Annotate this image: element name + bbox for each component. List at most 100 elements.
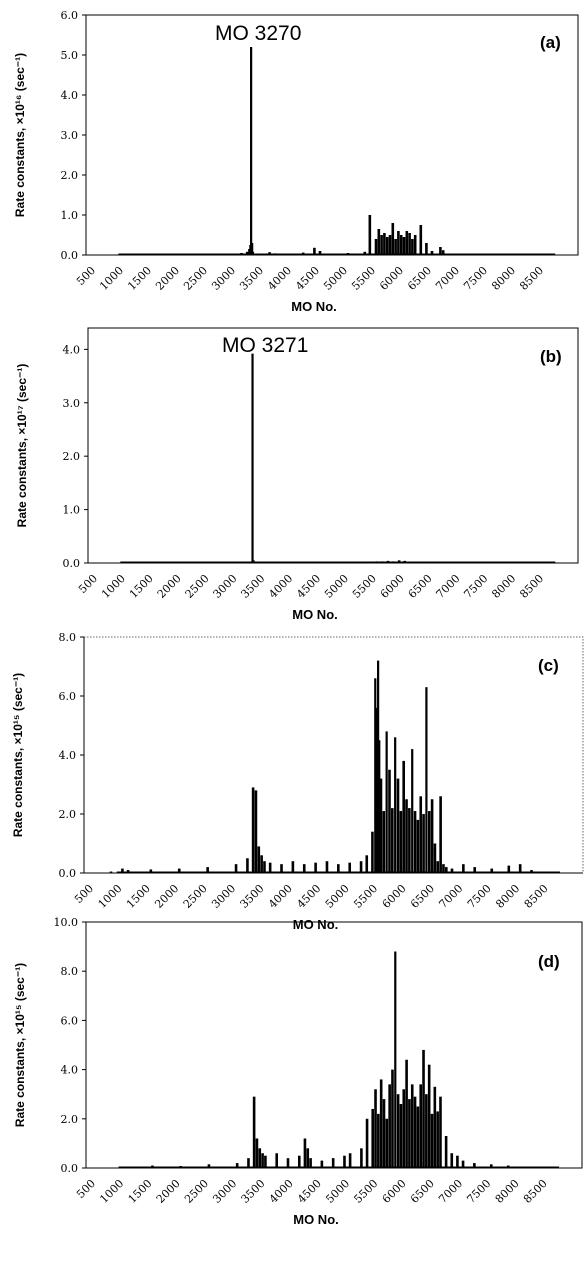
x-tick-label: 4000 <box>266 882 295 911</box>
bar <box>252 1096 256 1168</box>
bar <box>399 1104 403 1168</box>
bar <box>246 858 249 873</box>
x-tick-label: 5000 <box>322 572 351 601</box>
bar <box>207 1164 211 1168</box>
bar <box>286 1158 290 1168</box>
bar <box>371 831 374 873</box>
panel-label: (d) <box>538 952 560 971</box>
bar <box>441 250 445 255</box>
x-tick-label: 2000 <box>154 1177 183 1206</box>
bar <box>436 253 439 255</box>
bar <box>397 560 401 563</box>
bar <box>379 778 383 873</box>
bar <box>388 235 392 255</box>
bar <box>402 760 405 873</box>
x-tick-label: 3000 <box>211 572 240 601</box>
x-tick-label: 1000 <box>97 1177 126 1206</box>
x-axis-label: MO No. <box>292 607 338 622</box>
bar <box>450 868 454 873</box>
x-tick-label: 2000 <box>155 572 184 601</box>
chart-panel: 0.0 2.0 4.0 6.0 8.0 500 1000 1500 2000 2500 3000 35… <box>11 631 584 932</box>
x-tick-label: 5500 <box>351 882 380 911</box>
bar <box>260 855 263 873</box>
bar <box>273 253 277 255</box>
x-tick-label: 1500 <box>124 882 153 911</box>
y-tick-label: 0.0 <box>63 557 81 570</box>
y-tick-label: 6.0 <box>61 1014 79 1027</box>
bar <box>251 251 255 255</box>
x-tick-label: 4000 <box>265 264 294 293</box>
plot-frame <box>87 327 579 564</box>
bar <box>250 243 254 255</box>
y-tick-label: 8.0 <box>59 631 77 644</box>
bar <box>234 254 238 255</box>
bar <box>360 1148 363 1168</box>
bar <box>425 243 428 255</box>
bar <box>378 740 381 873</box>
bar <box>396 1094 400 1168</box>
bar <box>422 1049 425 1168</box>
baseline-strip <box>120 561 556 563</box>
y-tick-label: 4.0 <box>61 1064 79 1077</box>
bar <box>388 769 391 873</box>
y-tick-label: 3.0 <box>61 129 79 142</box>
y-tick-label: 1.0 <box>61 209 79 222</box>
y-axis-label: Rate constants, ×10¹⁵ (sec⁻¹) <box>11 673 25 837</box>
bar <box>461 1160 465 1168</box>
bar <box>109 871 113 873</box>
bar <box>405 799 408 873</box>
bar <box>206 867 209 873</box>
bar <box>250 47 253 255</box>
bar <box>439 796 442 873</box>
x-tick-label: 4500 <box>294 882 323 911</box>
bar <box>433 1086 437 1168</box>
panel-label: (b) <box>540 347 562 366</box>
bar <box>422 814 425 873</box>
bar <box>374 678 377 873</box>
x-tick-label: 3500 <box>239 1177 268 1206</box>
bar <box>348 862 352 873</box>
x-tick-label: 7000 <box>433 264 462 293</box>
bar <box>405 1059 408 1168</box>
x-tick-label: 4500 <box>293 264 322 293</box>
bar <box>419 796 423 873</box>
x-tick-label: 1500 <box>127 572 156 601</box>
y-tick-label: 8.0 <box>61 965 79 978</box>
bar <box>383 233 386 255</box>
bar <box>375 707 379 873</box>
bar <box>410 1084 414 1168</box>
bar <box>303 1138 307 1168</box>
bar <box>314 862 317 873</box>
bar <box>419 1084 423 1168</box>
bar <box>473 867 477 873</box>
x-tick-label: 3000 <box>209 264 238 293</box>
bar <box>411 749 414 873</box>
bar <box>252 560 255 563</box>
plot-frame <box>85 921 583 1169</box>
bar <box>439 247 442 255</box>
bar <box>261 1153 264 1168</box>
bar <box>489 1164 493 1168</box>
bar <box>416 819 420 873</box>
x-tick-label: 3000 <box>209 882 238 911</box>
bar <box>325 861 329 873</box>
bar <box>251 353 254 563</box>
panel-label: (c) <box>538 656 559 675</box>
bar <box>179 1166 183 1168</box>
x-tick-label: 6000 <box>380 882 409 911</box>
y-tick-label: 5.0 <box>61 49 79 62</box>
x-tick-label: 2500 <box>181 882 210 911</box>
bar <box>518 1166 521 1168</box>
y-tick-label: 2.0 <box>61 169 79 182</box>
x-tick-label: 2500 <box>181 264 210 293</box>
bar <box>402 1089 406 1168</box>
x-tick-label: 7500 <box>461 264 490 293</box>
bar <box>377 1113 380 1168</box>
x-tick-label: 8000 <box>493 882 522 911</box>
bar <box>268 862 272 873</box>
y-tick-label: 0.0 <box>61 1162 79 1175</box>
y-tick-label: 4.0 <box>61 89 79 102</box>
bar <box>408 233 411 255</box>
x-tick-label: 5000 <box>323 882 352 911</box>
bar <box>447 254 451 255</box>
